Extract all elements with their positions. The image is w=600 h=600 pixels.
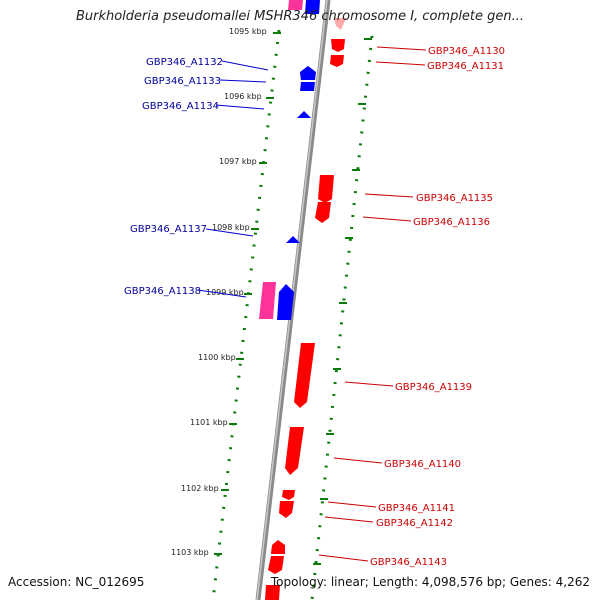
reverse-gene-arrow[interactable] — [268, 556, 284, 574]
gene-label-reverse[interactable]: GBP346_A1131 — [427, 61, 504, 72]
label-leader-line — [205, 228, 254, 237]
kbp-label: 1096 kbp — [224, 92, 262, 101]
gene-label-forward[interactable]: GBP346_A1132 — [146, 57, 223, 68]
kbp-label: 1103 kbp — [171, 548, 209, 557]
right-scale-line — [310, 35, 374, 600]
forward-gene-arrow[interactable] — [297, 111, 311, 118]
reverse-gene-arrow[interactable] — [331, 39, 345, 52]
gene-label-forward[interactable]: GBP346_A1134 — [142, 101, 219, 112]
gene-label-reverse[interactable]: GBP346_A1142 — [376, 518, 453, 529]
label-leader-line — [324, 516, 374, 523]
kbp-label: 1098 kbp — [212, 223, 250, 232]
forward-gene-arrow[interactable] — [277, 284, 294, 320]
accession-text: Accession: NC_012695 — [8, 575, 145, 589]
rna-gene-arrow[interactable] — [288, 0, 303, 10]
gene-label-forward[interactable]: GBP346_A1133 — [144, 76, 221, 87]
forward-gene-arrow[interactable] — [300, 82, 315, 91]
label-leader-line — [376, 46, 427, 51]
label-leader-line — [344, 381, 394, 387]
reverse-gene-arrow[interactable] — [282, 490, 295, 500]
reverse-gene-arrow[interactable] — [279, 501, 294, 518]
kbp-label: 1100 kbp — [198, 353, 236, 362]
gene-label-reverse[interactable]: GBP346_A1140 — [384, 459, 461, 470]
reverse-gene-arrow[interactable] — [318, 175, 334, 203]
label-leader-line — [327, 501, 377, 508]
scale-ticks — [214, 32, 372, 565]
label-leader-line — [197, 289, 247, 298]
topology-summary: Topology: linear; Length: 4,098,576 bp; … — [270, 575, 590, 589]
label-leader-line — [219, 79, 267, 83]
gene-label-reverse[interactable]: GBP346_A1139 — [395, 382, 472, 393]
gene-label-reverse[interactable]: GBP346_A1143 — [370, 557, 447, 568]
label-leader-line — [364, 193, 414, 198]
map-title: Burkholderia pseudomallei MSHR346 chromo… — [75, 9, 525, 24]
forward-gene-arrow[interactable] — [300, 66, 316, 80]
gene-label-reverse[interactable]: GBP346_A1135 — [416, 193, 493, 204]
gene-label-forward[interactable]: GBP346_A1137 — [130, 224, 207, 235]
reverse-gene-arrow[interactable] — [294, 343, 315, 408]
kbp-label: 1101 kbp — [190, 418, 228, 427]
gene-label-reverse[interactable]: GBP346_A1141 — [378, 503, 455, 514]
kbp-label: 1097 kbp — [219, 157, 257, 166]
label-leader-line — [375, 61, 426, 66]
gene-label-forward[interactable]: GBP346_A1138 — [124, 286, 201, 297]
rna-gene-arrow[interactable] — [259, 282, 276, 319]
kbp-label: 1095 kbp — [229, 27, 267, 36]
forward-gene-arrow[interactable] — [286, 236, 300, 243]
reverse-gene-arrow[interactable] — [330, 55, 344, 67]
label-leader-line — [318, 554, 369, 562]
forward-gene-arrow[interactable] — [305, 0, 320, 14]
kbp-label: 1099 kbp — [206, 288, 244, 297]
reverse-gene-arrow[interactable] — [315, 202, 331, 223]
reverse-gene-arrow[interactable] — [271, 540, 285, 554]
reverse-gene-arrow[interactable] — [334, 18, 346, 30]
reverse-gene-arrow[interactable] — [285, 427, 304, 475]
label-leader-line — [333, 457, 383, 464]
reverse-gene-arrow[interactable] — [265, 585, 280, 600]
kbp-label: 1102 kbp — [181, 484, 219, 493]
label-leader-line — [362, 216, 412, 222]
gene-label-reverse[interactable]: GBP346_A1136 — [413, 217, 490, 228]
label-leader-line — [221, 60, 269, 71]
gene-label-reverse[interactable]: GBP346_A1130 — [428, 46, 505, 57]
label-leader-line — [215, 104, 265, 110]
